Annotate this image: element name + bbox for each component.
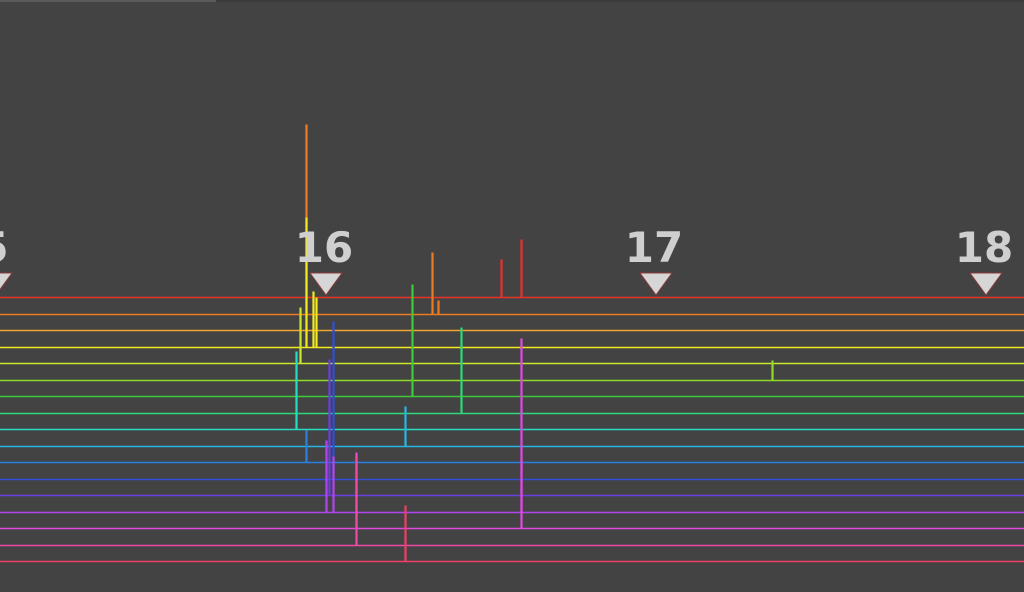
track-lines bbox=[0, 296, 1024, 563]
marker-triangle-icon[interactable] bbox=[639, 272, 673, 296]
marker-label: 17 bbox=[625, 223, 683, 272]
marker-label: 16 bbox=[295, 223, 353, 272]
marker-triangle-icon[interactable] bbox=[309, 272, 343, 296]
marker-triangle-icon[interactable] bbox=[969, 272, 1003, 296]
marker-label: 18 bbox=[955, 223, 1013, 272]
top-scrollbar-thumb[interactable] bbox=[0, 0, 216, 2]
marker-label: 5 bbox=[0, 223, 9, 272]
event-marks bbox=[295, 124, 774, 562]
time-markers[interactable]: 5 16 17 18 bbox=[0, 223, 1013, 296]
top-scrollbar[interactable] bbox=[0, 0, 1024, 2]
marker-triangle-icon[interactable] bbox=[0, 272, 13, 295]
